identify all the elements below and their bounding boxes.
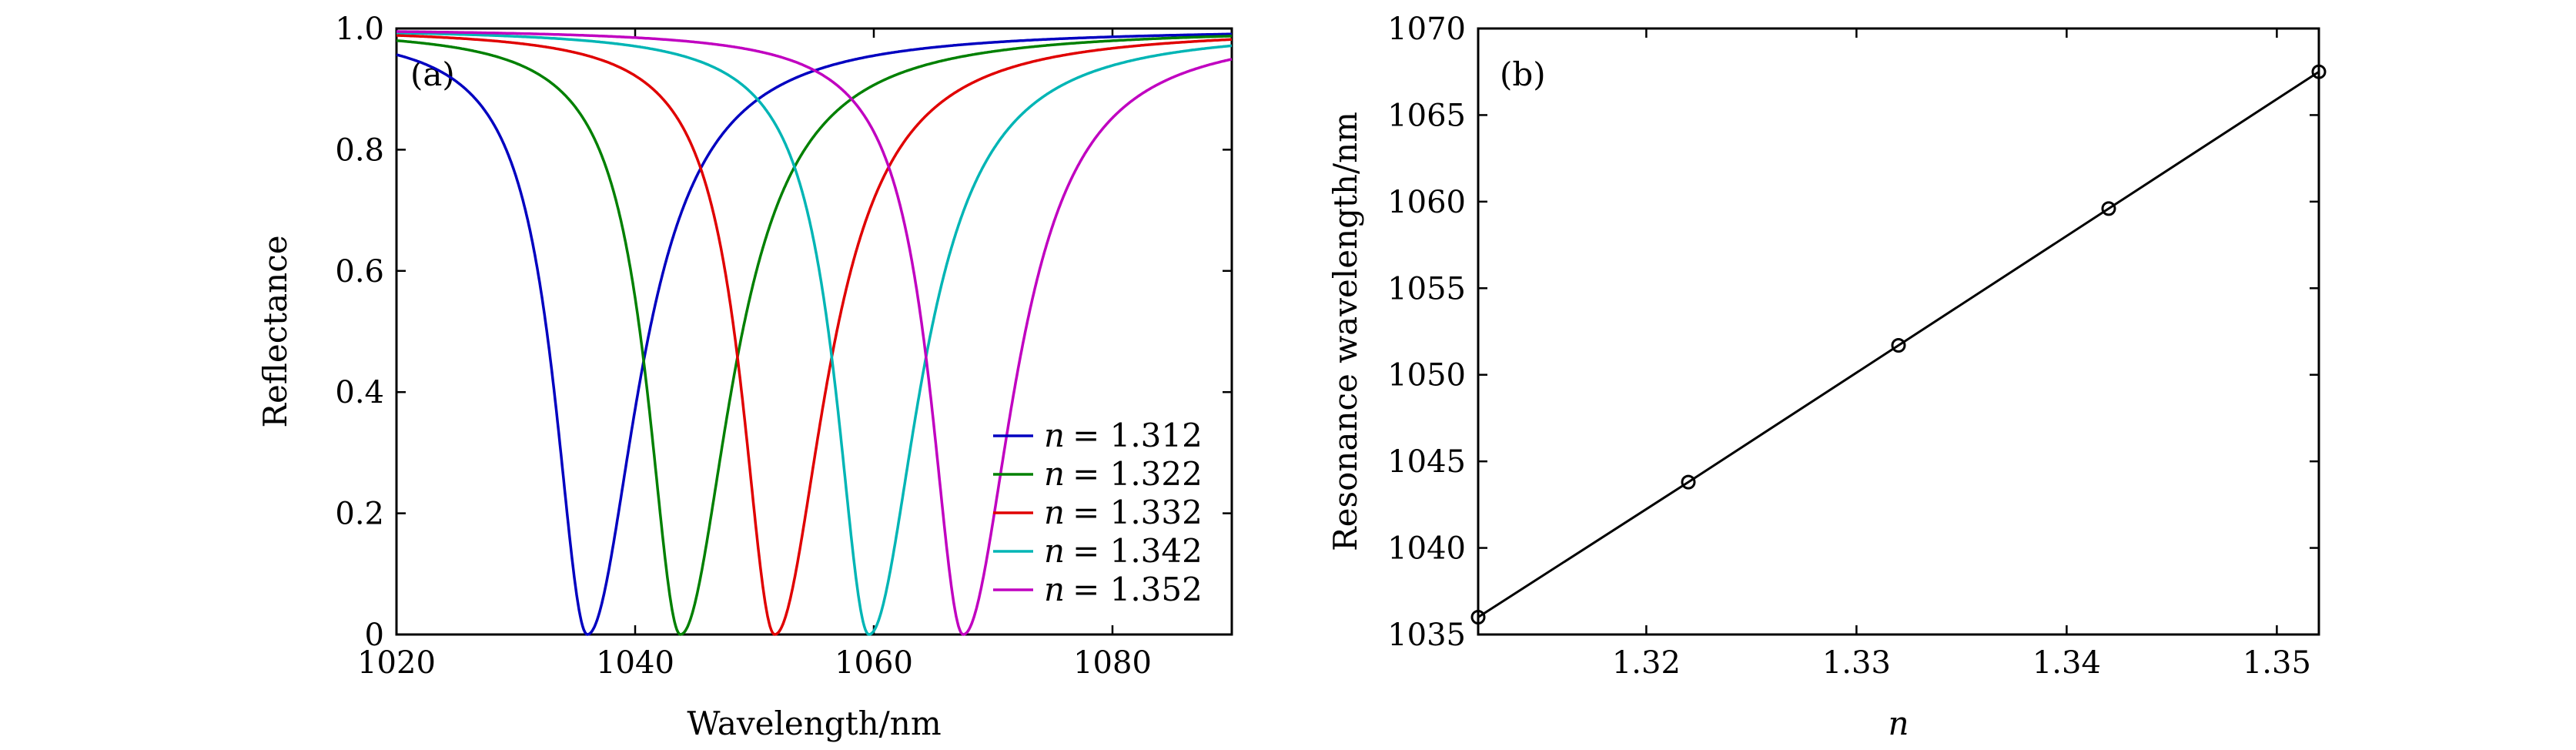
y-tick-label-a: 0.8 xyxy=(335,132,384,168)
x-axis-label-b: n xyxy=(1888,705,1909,742)
legend-label-2: n = 1.332 xyxy=(1044,494,1203,531)
legend-value-3: = 1.342 xyxy=(1072,532,1203,570)
legend-symbol-4: n xyxy=(1044,571,1065,608)
panel-a-reflectance-chart: 1020 1040 1060 1080 0 0.2 0.4 0.6 0.8 1.0 Waveleng… xyxy=(256,12,1233,742)
y-tick-label-a: 0.2 xyxy=(335,497,384,532)
data-point-3 xyxy=(2101,201,2116,216)
x-tick-label-b: 1.35 xyxy=(2243,645,2311,681)
series-line-4 xyxy=(396,30,1233,636)
y-tick-label-b: 1040 xyxy=(1387,531,1466,567)
legend-symbol-1: n xyxy=(1044,455,1065,493)
legend-value-4: = 1.352 xyxy=(1072,571,1203,608)
y-axis-label-a: Reflectance xyxy=(256,235,294,427)
y-tick-label-b: 1065 xyxy=(1387,98,1466,133)
x-tick-label-a: 1020 xyxy=(357,645,436,681)
legend-symbol-0: n xyxy=(1044,417,1065,454)
x-tick-label-b: 1.33 xyxy=(1822,645,1891,681)
y-tick-label-b: 1050 xyxy=(1387,358,1466,393)
resonance-line xyxy=(1477,70,2320,618)
series-line-2 xyxy=(396,34,1233,636)
legend-symbol-2: n xyxy=(1044,494,1065,531)
x-tick-label-b: 1.32 xyxy=(1612,645,1681,681)
y-tick-label-b: 1035 xyxy=(1387,618,1466,653)
x-tick-label-a: 1060 xyxy=(835,645,913,681)
y-tick-label-b: 1045 xyxy=(1387,444,1466,480)
legend-value-0: = 1.312 xyxy=(1072,417,1203,454)
legend-label-3: n = 1.342 xyxy=(1044,532,1203,570)
legend-label-4: n = 1.352 xyxy=(1044,571,1203,608)
data-point-2 xyxy=(1891,337,1906,353)
series-line-3 xyxy=(396,32,1233,636)
data-point-1 xyxy=(1681,474,1696,490)
y-tick-label-a: 0.4 xyxy=(335,375,384,410)
legend-label-0: n = 1.312 xyxy=(1044,417,1203,454)
y-tick-label-b: 1055 xyxy=(1387,271,1466,306)
panel-b-resonance-chart: 1.32 1.33 1.34 1.35 1035 1040 1045 1050 1055 1060… xyxy=(1326,12,2327,742)
y-tick-label-a: 0 xyxy=(365,618,384,653)
data-point-0 xyxy=(1470,610,1486,625)
data-point-4 xyxy=(2311,64,2327,79)
y-tick-label-b: 1060 xyxy=(1387,185,1466,220)
series-line-1 xyxy=(396,35,1233,636)
y-tick-label-a: 1.0 xyxy=(335,12,384,47)
x-axis-label-a: Wavelength/nm xyxy=(687,705,941,742)
x-tick-label-a: 1080 xyxy=(1073,645,1152,681)
panel-label-b: (b) xyxy=(1500,55,1546,93)
plot-frame-b xyxy=(1477,27,2320,636)
legend-value-2: = 1.332 xyxy=(1072,494,1203,531)
x-tick-label-b: 1.34 xyxy=(2032,645,2101,681)
legend-symbol-3: n xyxy=(1044,532,1065,570)
plot-frame-a xyxy=(395,27,1233,636)
y-axis-label-b: Resonance wavelength/nm xyxy=(1326,112,1364,551)
x-tick-label-a: 1040 xyxy=(596,645,674,681)
y-tick-label-b: 1070 xyxy=(1387,12,1466,47)
y-tick-label-a: 0.6 xyxy=(335,254,384,290)
legend-label-1: n = 1.322 xyxy=(1044,455,1203,493)
legend-value-1: = 1.322 xyxy=(1072,455,1203,493)
